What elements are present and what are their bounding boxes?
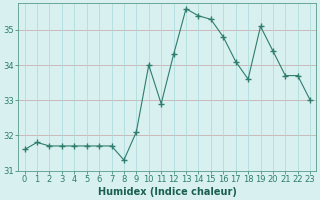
X-axis label: Humidex (Indice chaleur): Humidex (Indice chaleur) [98, 187, 237, 197]
